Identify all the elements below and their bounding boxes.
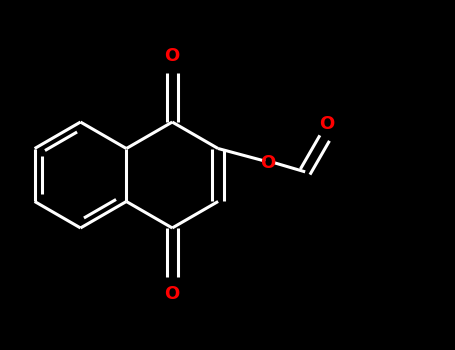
Text: O: O <box>319 114 334 133</box>
Text: O: O <box>165 285 180 303</box>
Text: O: O <box>165 47 180 65</box>
Text: O: O <box>260 154 275 173</box>
